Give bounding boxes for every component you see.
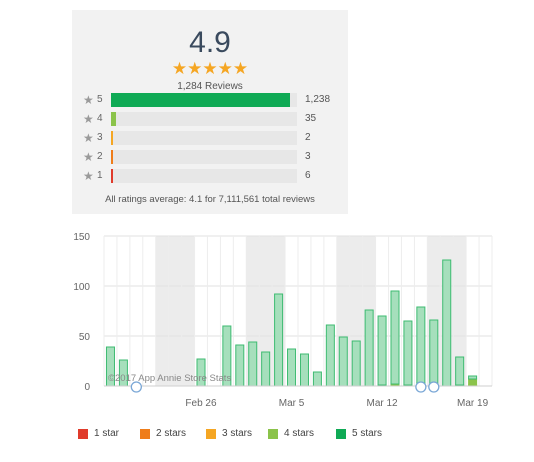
rating-row-5: ★ 5 1,238 (83, 92, 345, 108)
bar-segment (325, 324, 335, 387)
rating-row-label: 4 (97, 113, 103, 124)
weekend-band (155, 236, 195, 386)
rating-row-2: ★ 2 3 (83, 149, 345, 165)
rating-row-count: 35 (305, 113, 317, 124)
event-marker-icon (130, 381, 142, 393)
rating-row-label: 2 (97, 151, 103, 162)
bar-segment (403, 320, 413, 386)
bar-segment (390, 290, 400, 385)
rating-row-count: 6 (305, 170, 311, 181)
rating-bar-track (111, 112, 297, 126)
bar-segment (299, 353, 309, 387)
bar-segment (468, 378, 478, 386)
star-icon: ★ (83, 112, 94, 126)
bar-segment (274, 293, 284, 387)
rating-bar-fill (111, 131, 113, 145)
y-tick-label: 50 (79, 332, 91, 343)
rating-row-count: 3 (305, 151, 311, 162)
legend-swatch (206, 429, 216, 439)
bar-segment (468, 375, 478, 380)
bar-segment (248, 341, 258, 387)
rating-row-label: 1 (97, 170, 103, 181)
bar-segment (364, 309, 374, 387)
legend-swatch (140, 429, 150, 439)
rating-bar-fill (111, 169, 113, 183)
rating-row-label: 5 (97, 94, 103, 105)
y-tick-label: 0 (84, 382, 90, 393)
review-count: 1,284 Reviews (177, 81, 243, 92)
event-marker-icon (428, 381, 440, 393)
bar-segment (455, 356, 465, 386)
star-icon: ★ (83, 150, 94, 164)
x-tick-label: Mar 12 (367, 398, 399, 409)
legend-swatch (78, 429, 88, 439)
average-rating: 4.9 (189, 26, 231, 59)
bar-segment (351, 340, 361, 387)
legend-swatch (268, 429, 278, 439)
rating-row-label: 3 (97, 132, 103, 143)
rating-row-3: ★ 3 2 (83, 130, 345, 146)
x-tick-label: Mar 19 (457, 398, 489, 409)
star-icon: ★ (83, 93, 94, 107)
bar-segment (235, 344, 245, 387)
star-rating-icons: ★★★★★ (171, 59, 249, 78)
rating-bar-fill (111, 150, 113, 164)
rating-bar-fill (111, 112, 117, 126)
rating-row-1: ★ 1 6 (83, 168, 345, 184)
legend-label: 5 stars (352, 428, 383, 439)
ratings-summary-panel: 4.9 ★★★★★ 1,284 Reviews ★ 5 1,238 ★ 4 35… (72, 10, 348, 214)
star-icon: ★ (83, 131, 94, 145)
rating-bar-fill (111, 93, 291, 107)
rating-row-count: 2 (305, 132, 311, 143)
all-ratings-average: All ratings average: 4.1 for 7,111,561 t… (105, 194, 315, 205)
legend-label: 2 stars (156, 428, 187, 439)
rating-bar-track (111, 131, 297, 145)
y-tick-label: 150 (73, 232, 90, 243)
legend-swatch (336, 429, 346, 439)
star-icon: ★ (83, 169, 94, 183)
bar-segment (429, 319, 439, 387)
bar-segment (312, 371, 322, 387)
legend-label: 3 stars (222, 428, 253, 439)
x-tick-label: Feb 26 (185, 398, 217, 409)
rating-row-4: ★ 4 35 (83, 111, 345, 127)
x-tick-label: Mar 5 (279, 398, 305, 409)
bar-segment (442, 259, 452, 387)
daily-ratings-chart: 0 50 100 150 Feb 26 Mar 5 Mar 12 Mar 19 ©2017 Ap… (73, 232, 493, 409)
event-marker-icon (415, 381, 427, 393)
legend-label: 4 stars (284, 428, 315, 439)
rating-bar-track (111, 169, 297, 183)
bar-segment (261, 351, 271, 387)
bar-segment (287, 348, 297, 387)
bar-segment (416, 306, 426, 384)
bar-segment (377, 315, 387, 386)
rating-row-count: 1,238 (305, 94, 331, 105)
y-tick-label: 100 (73, 282, 90, 293)
legend-label: 1 star (94, 428, 120, 439)
rating-bar-track (111, 93, 297, 107)
watermark: ©2017 App Annie Store Stats (108, 373, 231, 384)
rating-bar-track (111, 150, 297, 164)
bar-segment (338, 336, 348, 387)
